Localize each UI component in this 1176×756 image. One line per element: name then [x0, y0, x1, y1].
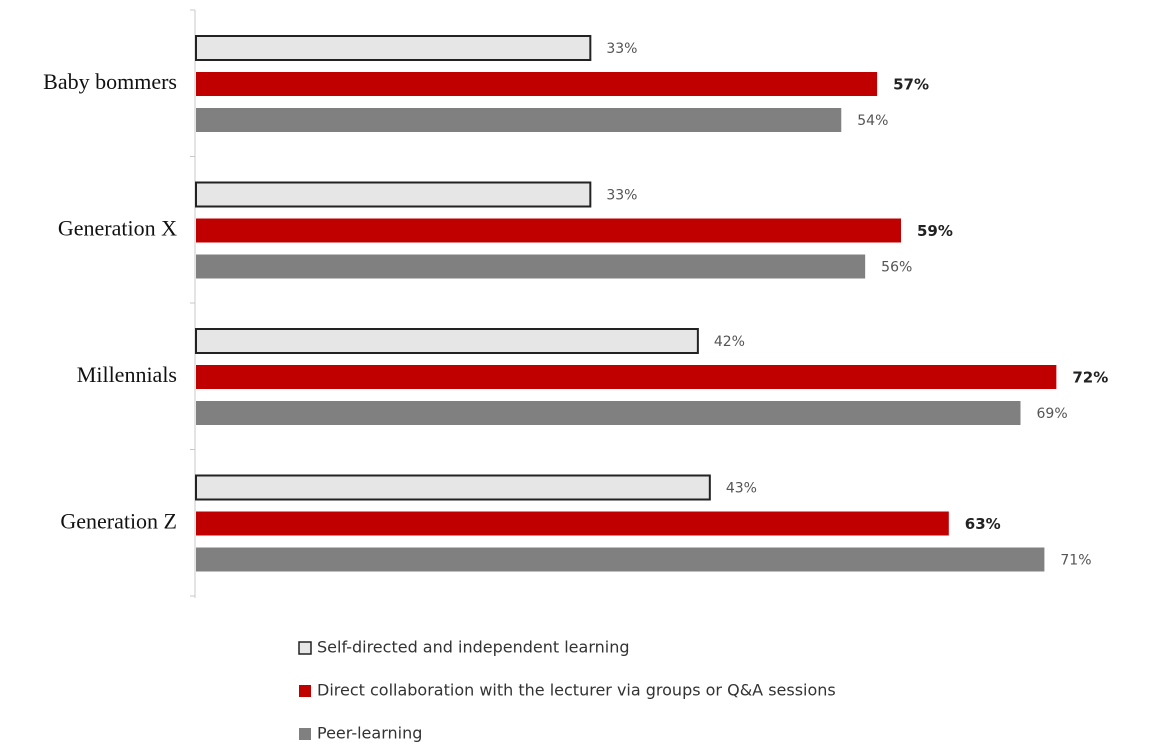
- legend-label: Peer-learning: [317, 724, 422, 743]
- category-label: Generation Z: [60, 509, 177, 534]
- legend-label: Direct collaboration with the lecturer v…: [317, 681, 836, 700]
- legend: Self-directed and independent learning Di…: [298, 638, 836, 743]
- bar-self-directed: [195, 328, 699, 354]
- bar-peer-learning: [196, 401, 1021, 425]
- labels-layer: Baby bommers 33% 57% 54% Generation X 33% 59% 5…: [43, 41, 1108, 569]
- legend-swatch: [298, 641, 312, 655]
- category-label: Millennials: [77, 362, 177, 387]
- data-label: 69%: [1037, 406, 1068, 422]
- data-label: 57%: [893, 76, 929, 94]
- bar-peer-learning: [196, 108, 842, 132]
- legend-swatch: [299, 685, 311, 697]
- data-label: 71%: [1060, 553, 1091, 569]
- bar-self-directed: [195, 474, 711, 501]
- bars-layer: [195, 35, 1057, 572]
- category-label: Baby bommers: [43, 69, 177, 94]
- bar-self-directed: [195, 181, 592, 208]
- data-label: 54%: [857, 113, 888, 129]
- bar-peer-learning: [196, 254, 866, 279]
- data-label: 42%: [714, 334, 745, 350]
- data-label: 56%: [881, 260, 912, 276]
- data-label: 72%: [1072, 369, 1108, 387]
- data-label: 33%: [606, 41, 637, 57]
- data-label: 63%: [965, 515, 1001, 533]
- bar-self-directed: [195, 35, 592, 61]
- category-label: Generation X: [58, 216, 177, 241]
- legend-label: Self-directed and independent learning: [317, 638, 630, 657]
- bar-direct-collaboration: [196, 218, 902, 243]
- bar-peer-learning: [196, 547, 1045, 572]
- data-label: 33%: [606, 188, 637, 204]
- data-label: 59%: [917, 222, 953, 240]
- legend-swatch: [299, 728, 311, 740]
- bar-direct-collaboration: [196, 365, 1057, 389]
- bar-direct-collaboration: [196, 511, 949, 536]
- axis-layer: [190, 9, 196, 598]
- bar-direct-collaboration: [196, 72, 878, 96]
- data-label: 43%: [726, 481, 757, 497]
